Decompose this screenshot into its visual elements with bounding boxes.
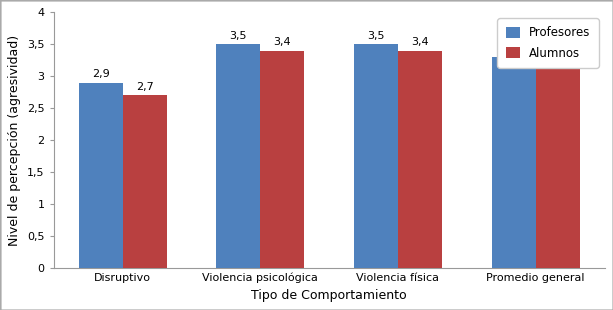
Text: 2,9: 2,9 (92, 69, 110, 79)
Text: 3,5: 3,5 (367, 31, 384, 41)
Text: 3,5: 3,5 (229, 31, 247, 41)
Bar (354, 44, 398, 268)
Text: 2,7: 2,7 (136, 82, 153, 92)
Bar (536, 64, 580, 268)
Text: 3,4: 3,4 (411, 38, 428, 47)
X-axis label: Tipo de Comportamiento: Tipo de Comportamiento (251, 289, 407, 302)
Bar (216, 44, 261, 268)
Bar (492, 57, 536, 268)
Bar (78, 82, 123, 268)
Text: 3,3: 3,3 (504, 44, 522, 54)
Y-axis label: Nivel de percepción (agresividad): Nivel de percepción (agresividad) (9, 34, 21, 246)
Text: 3,4: 3,4 (273, 38, 291, 47)
Bar (261, 51, 304, 268)
Bar (398, 51, 442, 268)
Text: 3,2: 3,2 (549, 50, 566, 60)
Bar (123, 95, 167, 268)
Legend: Profesores, Alumnos: Profesores, Alumnos (497, 18, 599, 68)
